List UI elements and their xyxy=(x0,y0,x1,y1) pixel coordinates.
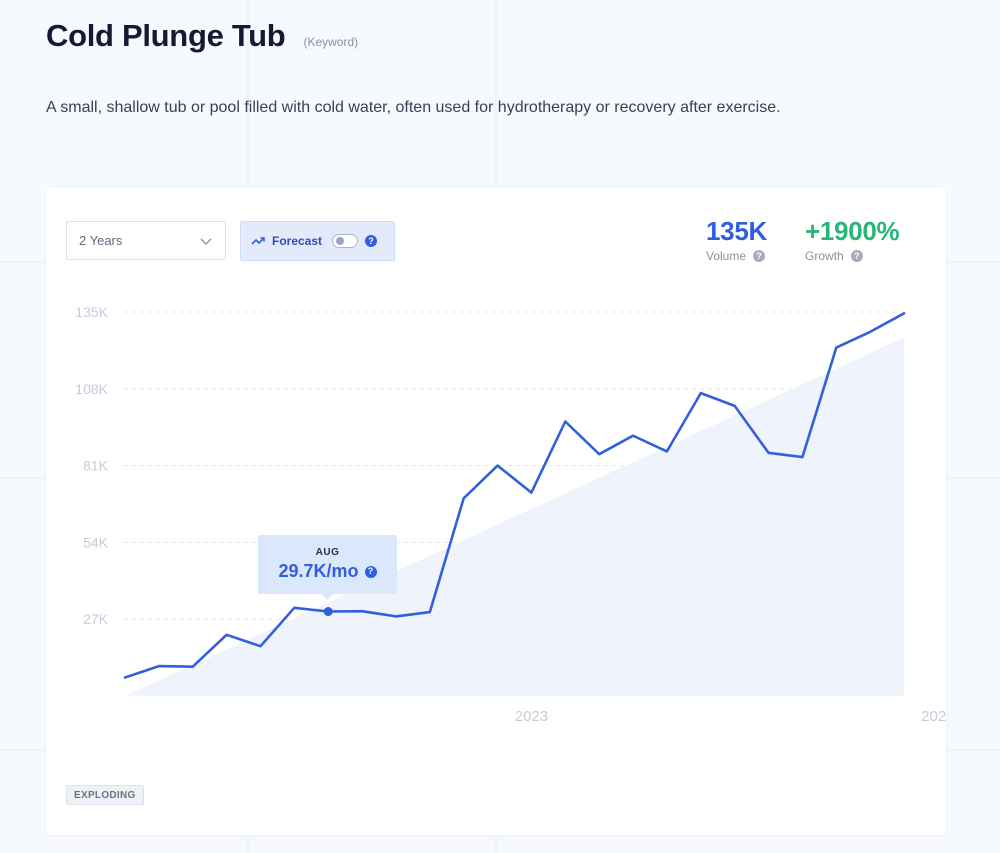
title-row: Cold Plunge Tub (Keyword) xyxy=(46,18,358,54)
growth-label: Growth xyxy=(805,249,844,263)
time-range-value: 2 Years xyxy=(79,233,123,248)
volume-help-icon[interactable]: ? xyxy=(753,250,766,262)
forecast-help-icon[interactable]: ? xyxy=(365,235,378,247)
page-description: A small, shallow tub or pool filled with… xyxy=(46,99,781,116)
trend-area xyxy=(125,337,904,696)
tooltip-month: AUG xyxy=(315,547,340,558)
trend-area-fill xyxy=(125,337,904,696)
trend-card: 27K 54K 81K 108K 135K 2023 2024 2 Years Foreca… xyxy=(46,188,946,835)
toggle-knob xyxy=(336,237,345,245)
trending-up-icon xyxy=(251,237,265,245)
y-tick-label: 135K xyxy=(75,304,108,320)
y-tick-label: 27K xyxy=(83,611,109,627)
forecast-label: Forecast xyxy=(272,234,323,248)
growth-value: +1900% xyxy=(805,216,900,246)
highlight-point[interactable] xyxy=(323,607,333,617)
axis-ticks: 27K 54K 81K 108K 135K 2023 2024 xyxy=(75,304,946,725)
series-line-path xyxy=(123,312,906,679)
x-tick-label: 2023 xyxy=(515,708,548,725)
growth-help-icon[interactable]: ? xyxy=(850,250,863,262)
trend-chart: 27K 54K 81K 108K 135K 2023 2024 xyxy=(75,304,946,725)
chevron-down-icon xyxy=(200,238,212,245)
status-badge: EXPLODING xyxy=(66,785,144,805)
volume-label: Volume xyxy=(706,249,747,263)
y-tick-label: 81K xyxy=(83,458,109,474)
series-line xyxy=(123,312,906,679)
growth-stat: +1900% Growth ? xyxy=(805,216,900,263)
tooltip-value: 29.7K/mo xyxy=(278,561,359,581)
time-range-select[interactable]: 2 Years xyxy=(66,221,226,260)
forecast-control[interactable]: Forecast ? xyxy=(240,221,395,261)
page-title: Cold Plunge Tub xyxy=(46,18,286,53)
volume-stat: 135K Volume ? xyxy=(706,216,767,263)
keyword-type-label: (Keyword) xyxy=(303,35,359,49)
tooltip-arrow xyxy=(321,594,333,600)
x-tick-label: 2024 xyxy=(921,708,946,725)
y-tick-label: 108K xyxy=(75,381,108,397)
volume-value: 135K xyxy=(706,216,767,246)
y-tick-label: 54K xyxy=(83,534,109,550)
data-point-tooltip: AUG 29.7K/mo ? xyxy=(258,535,397,600)
tooltip-help-icon[interactable]: ? xyxy=(364,565,377,578)
forecast-toggle[interactable] xyxy=(332,234,359,248)
